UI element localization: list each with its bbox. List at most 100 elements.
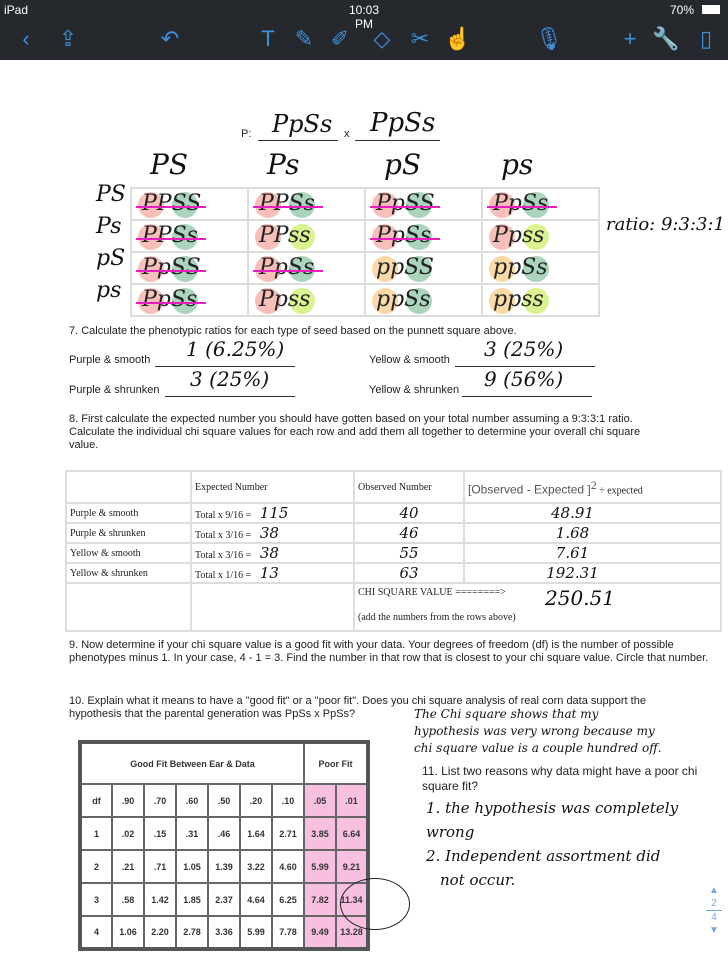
df-cell: 6.25	[271, 882, 305, 917]
observed-value[interactable]: 46	[399, 524, 419, 542]
purple-shrunken-answer[interactable]: 3 (25%)	[190, 367, 270, 391]
cross-symbol: x	[344, 128, 350, 140]
total-pages: 4	[706, 910, 722, 924]
genotype: PPSs	[259, 191, 315, 216]
purple-shrunken-label: Purple & shrunken	[69, 384, 160, 396]
strike-mark	[136, 238, 206, 240]
strike-mark	[136, 206, 206, 208]
share-icon[interactable]: ⇪	[58, 26, 78, 51]
purple-marker	[138, 224, 164, 250]
eraser-icon[interactable]: ◇	[373, 26, 391, 51]
expected-value[interactable]: 38	[259, 544, 279, 562]
page-up-icon[interactable]: ▲	[709, 885, 719, 896]
purple-marker	[255, 288, 281, 314]
genotype: PpSS	[376, 191, 435, 216]
page-nav[interactable]: ▲ 2 4 ▼	[706, 884, 722, 937]
purple-marker	[372, 192, 398, 218]
microphone-icon[interactable]: 🎙	[535, 26, 563, 51]
yellow-smooth-answer[interactable]: 3 (25%)	[484, 337, 564, 361]
punnett-cell: Ppss	[247, 283, 366, 317]
expected-value[interactable]: 115	[259, 504, 289, 522]
chi-total-note: (add the numbers from the rows above)	[358, 612, 516, 623]
undo-icon[interactable]: ↶	[160, 26, 180, 51]
q10-text: 10. Explain what it means to have a "goo…	[69, 695, 646, 720]
plus-icon[interactable]: +	[623, 26, 637, 51]
strike-mark	[253, 270, 323, 272]
punnett-col-header: pS	[384, 148, 422, 181]
df-cell: 2.20	[143, 915, 177, 950]
q8-text: 8. First calculate the expected number y…	[69, 413, 641, 451]
purple-marker	[255, 224, 281, 250]
chi-value[interactable]: 48.91	[551, 504, 594, 522]
q10-answer-line: hypothesis was very wrong because my	[414, 724, 655, 738]
punnett-row-header: pS	[96, 246, 126, 271]
battery-icon	[702, 5, 720, 14]
purple-marker	[372, 224, 398, 250]
smooth-marker	[289, 256, 315, 282]
genotype: ppSS	[376, 255, 434, 280]
battery-percent: 70%	[670, 3, 695, 17]
pen-icon[interactable]: ✎	[294, 26, 314, 51]
scissors-icon[interactable]: ✂	[410, 26, 430, 51]
text-icon[interactable]: T	[261, 26, 275, 51]
chi-value[interactable]: 1.68	[555, 524, 590, 542]
chi-total-value[interactable]: 250.51	[545, 586, 615, 610]
q11-answer[interactable]: 1. the hypothesis was completely wrong 2…	[426, 796, 728, 892]
observed-value[interactable]: 55	[399, 544, 419, 562]
punnett-cell: PpSs	[481, 187, 600, 221]
df-cell: .01	[335, 783, 369, 818]
strike-mark	[136, 270, 206, 272]
genotype: Ppss	[259, 287, 311, 312]
chi-value[interactable]: 7.61	[555, 544, 590, 562]
genotype: PpSs	[142, 287, 198, 312]
q11-answer-line: 1. the hypothesis was completely wrong	[426, 799, 679, 841]
df-cell: 2.71	[271, 816, 305, 851]
smooth-marker	[406, 288, 432, 314]
df-cell: .31	[175, 816, 209, 851]
q11-answer-line: not occur.	[440, 871, 516, 889]
hand-pointer-icon[interactable]: ☝	[444, 26, 472, 51]
df-cell: .21	[111, 849, 145, 884]
purple-smooth-answer[interactable]: 1 (6.25%)	[186, 337, 285, 361]
header-divisor: ÷ expected	[599, 485, 643, 497]
punnett-cell: PPSS	[130, 187, 249, 221]
chi-value[interactable]: 192.31	[546, 564, 599, 582]
punnett-cell: PPSs	[130, 219, 249, 253]
punnett-cell: ppSS	[364, 251, 483, 285]
df-cell: 3	[79, 882, 113, 917]
parents-label: P:	[241, 128, 252, 140]
df-cell: 7.82	[303, 882, 337, 917]
q9-text: 9. Now determine if your chi square valu…	[69, 639, 709, 664]
df-cell: .71	[143, 849, 177, 884]
highlighter-icon[interactable]: ✐	[330, 26, 350, 51]
q11-answer-line: 2. Independent assortment did	[426, 847, 661, 865]
back-icon[interactable]: ‹	[22, 26, 30, 51]
chi-table-row: Yellow & smooth Total x 3/16 = 38 55 7.6…	[65, 542, 722, 564]
yellow-shrunken-answer[interactable]: 9 (56%)	[484, 367, 564, 391]
df-row: df .90.70.60.50.20.10.05.01	[79, 783, 369, 818]
pages-icon[interactable]: ▯	[699, 26, 713, 51]
page-down-icon[interactable]: ▼	[709, 925, 719, 936]
df-cell: 1.42	[143, 882, 177, 917]
observed-value[interactable]: 40	[399, 504, 419, 522]
observed-value[interactable]: 63	[399, 564, 419, 582]
expected-value[interactable]: 38	[259, 524, 279, 542]
q10-answer-line: The Chi square shows that my	[414, 707, 599, 721]
genotype: PPSs	[142, 223, 198, 248]
punnett-cell: PpSs	[247, 251, 366, 285]
shrunken-marker	[523, 224, 549, 250]
df-cell: 3.22	[239, 849, 273, 884]
punnett-cell: ppSs	[481, 251, 600, 285]
df-cell: 3.85	[303, 816, 337, 851]
df-cell: .50	[207, 783, 241, 818]
expected-value[interactable]: 13	[259, 564, 279, 582]
parent-1: PpSs	[272, 110, 333, 138]
purple-marker	[255, 256, 281, 282]
genotype: PPSS	[142, 191, 202, 216]
wrench-icon[interactable]: 🔧	[652, 26, 680, 51]
genotype: ppss	[493, 287, 544, 312]
q10-answer[interactable]: The Chi square shows that my hypothesis …	[414, 706, 724, 757]
punnett-cell: ppss	[481, 283, 600, 317]
purple-marker	[489, 224, 515, 250]
smooth-marker	[406, 224, 432, 250]
